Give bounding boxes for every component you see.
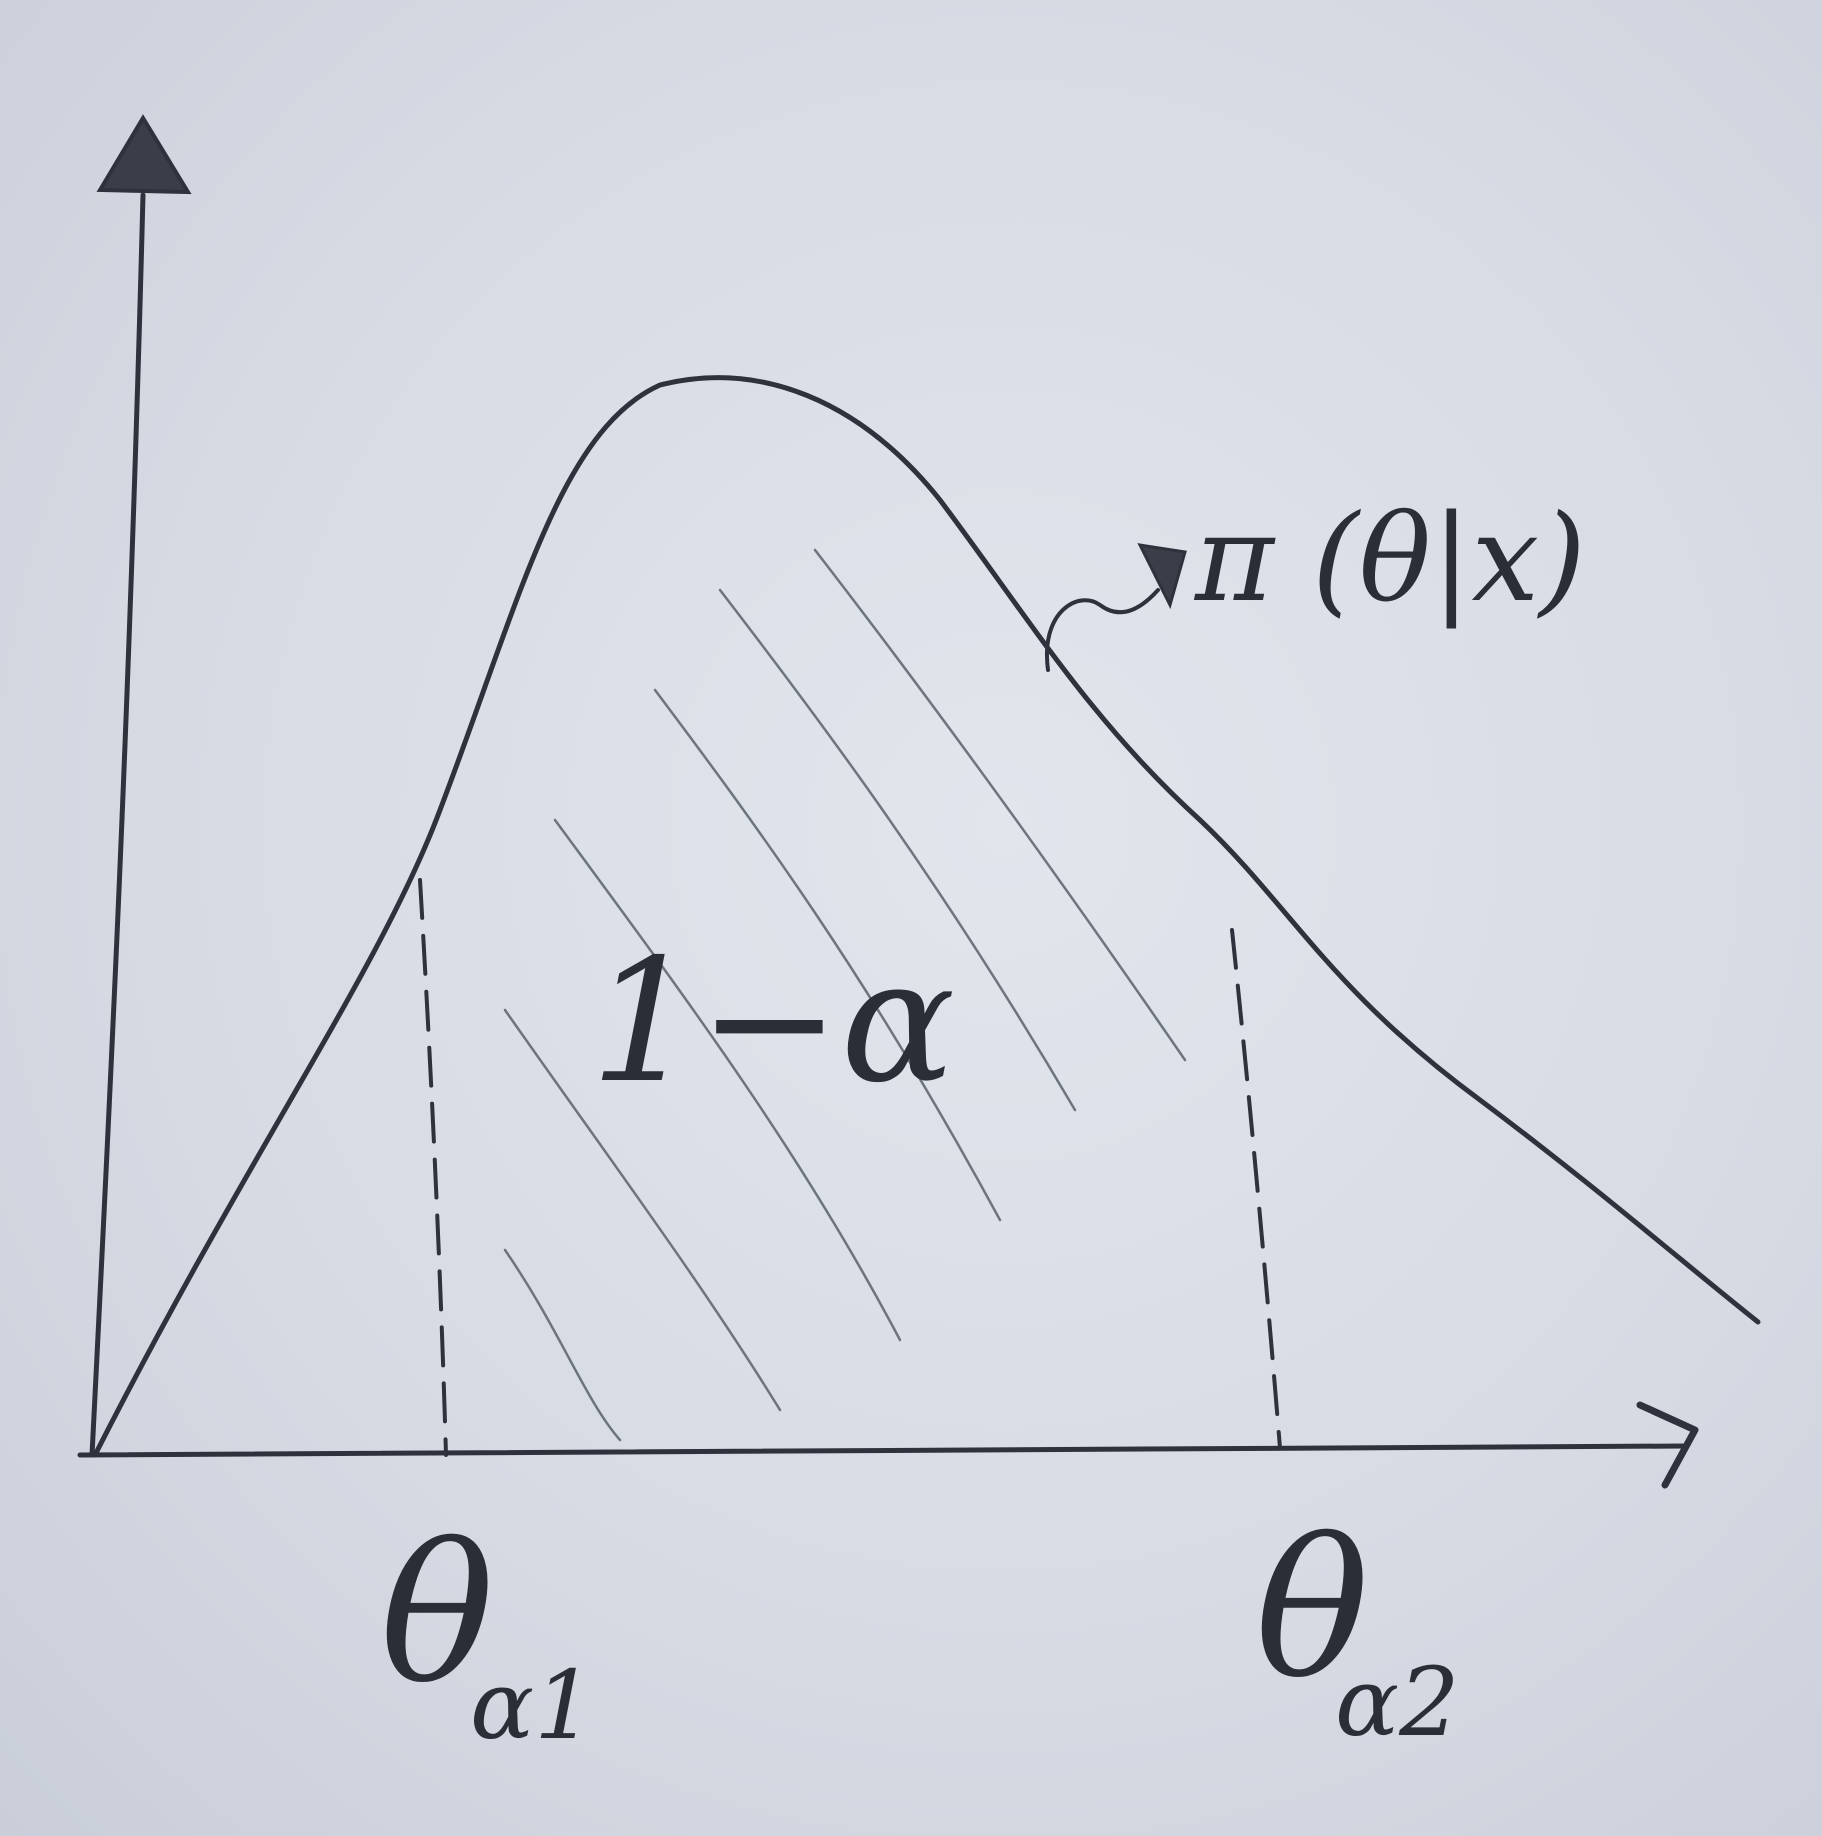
density-label: π (θ|x) [1193,490,1586,629]
lower-bound-line [418,878,448,1457]
theta-upper-symbol: θ [1255,1499,1369,1720]
x-axis [77,1443,1688,1458]
y-axis-arrowhead [96,114,192,195]
theta-lower-subscript: α1 [470,1651,595,1761]
theta-lower-label: θ α1 [380,1504,595,1761]
upper-bound-line [1230,928,1282,1450]
x-axis-arrowhead [1636,1401,1699,1489]
theta-lower-symbol: θ [380,1504,494,1725]
theta-upper-label: θ α2 [1255,1499,1460,1758]
label-pointer-arrowhead [1137,543,1187,610]
y-axis [89,192,146,1458]
density-curve [92,375,1761,1458]
shaded-region-hatching [503,548,1187,1442]
theta-upper-subscript: α2 [1335,1648,1460,1758]
area-label: 1−α [590,923,955,1121]
label-pointer [1044,588,1160,672]
